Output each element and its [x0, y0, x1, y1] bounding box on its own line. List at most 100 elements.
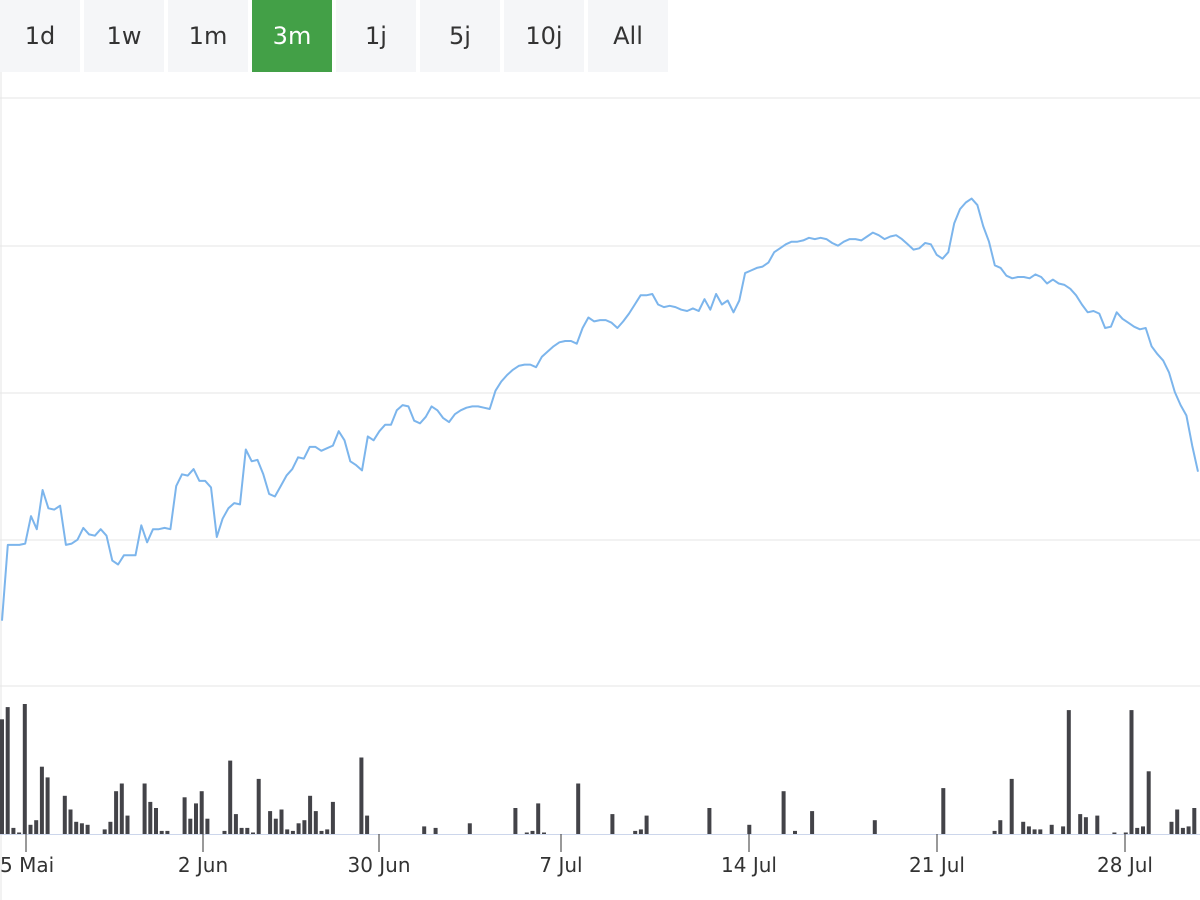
volume-bar	[781, 791, 786, 834]
volume-bar	[313, 811, 318, 834]
volume-bar	[5, 707, 10, 834]
volume-bars	[0, 704, 1200, 835]
volume-bar	[108, 821, 113, 834]
volume-bar	[11, 827, 16, 834]
price-line	[1, 197, 1199, 621]
x-axis: 5 Mai 2 Jun 30 Jun 7 Jul 14 Jul 21 Jul 28 Jul	[0, 834, 1153, 877]
volume-bar	[1141, 826, 1145, 834]
volume-bar	[524, 832, 529, 834]
volume-bar	[279, 809, 284, 834]
volume-bar	[45, 777, 50, 834]
volume-bar	[330, 801, 335, 834]
x-tick-label: 7 Jul	[539, 853, 582, 877]
volume-bar	[1123, 832, 1128, 834]
volume-bar	[256, 778, 261, 834]
volume-bar	[1095, 815, 1100, 834]
volume-bar	[251, 832, 255, 834]
volume-bar	[228, 760, 233, 834]
volume-bar	[188, 818, 193, 834]
volume-bar	[1009, 778, 1014, 834]
range-button-All[interactable]: All	[588, 0, 668, 72]
volume-bar	[296, 823, 301, 834]
volume-bar	[119, 783, 124, 834]
volume-bar	[1169, 821, 1174, 834]
volume-bar	[610, 814, 615, 834]
volume-bar	[17, 832, 22, 834]
volume-bar	[273, 818, 278, 834]
volume-bar	[148, 801, 153, 834]
volume-bar	[1038, 829, 1043, 834]
volume-bar	[1083, 817, 1088, 834]
volume-bar	[1175, 809, 1180, 834]
volume-bar	[39, 766, 44, 834]
volume-bar	[114, 791, 119, 834]
volume-bar	[1021, 821, 1026, 834]
volume-bar	[998, 820, 1003, 834]
volume-bar	[142, 783, 147, 834]
range-button-1d[interactable]: 1d	[0, 0, 80, 72]
volume-bar	[530, 830, 535, 834]
volume-bar	[85, 824, 90, 834]
volume-bar	[239, 827, 244, 834]
range-button-1j[interactable]: 1j	[336, 0, 416, 72]
volume-bar	[1026, 826, 1031, 834]
volume-bar	[222, 830, 227, 834]
volume-bar	[1061, 826, 1066, 834]
x-tick-label: 14 Jul	[721, 853, 777, 877]
volume-bar	[205, 818, 210, 834]
volume-bar	[0, 719, 4, 834]
volume-bar	[810, 811, 815, 834]
volume-bar	[102, 829, 107, 834]
x-tick-label: 2 Jun	[178, 853, 228, 877]
volume-bar	[793, 830, 797, 834]
volume-bar	[513, 808, 518, 834]
volume-bar	[872, 820, 877, 834]
volume-bar	[941, 788, 946, 834]
volume-bar	[302, 820, 307, 834]
volume-bar	[62, 795, 67, 834]
volume-bar	[233, 814, 238, 834]
volume-bar	[1180, 827, 1185, 834]
range-button-1w[interactable]: 1w	[84, 0, 164, 72]
volume-bar	[79, 823, 84, 834]
range-button-3m[interactable]: 3m	[252, 0, 332, 72]
volume-bar	[165, 830, 170, 834]
volume-bar	[638, 829, 643, 834]
volume-bar	[1186, 826, 1191, 834]
volume-bar	[992, 830, 997, 834]
x-tick-label: 28 Jul	[1097, 853, 1153, 877]
range-button-10j[interactable]: 10j	[504, 0, 584, 72]
volume-bar	[1135, 827, 1140, 834]
volume-bar	[433, 827, 438, 834]
volume-bar	[308, 795, 313, 834]
volume-bar	[68, 809, 73, 834]
range-button-1m[interactable]: 1m	[168, 0, 248, 72]
volume-bar	[707, 808, 712, 834]
volume-bar	[159, 830, 164, 834]
range-selector: 1d 1w 1m 3m 1j 5j 10j All	[0, 0, 668, 72]
volume-bar	[359, 757, 364, 834]
range-button-5j[interactable]: 5j	[420, 0, 500, 72]
volume-bar	[536, 803, 541, 834]
volume-bar	[747, 824, 752, 834]
volume-bar	[290, 830, 295, 834]
volume-bar	[1129, 710, 1134, 834]
volume-bar	[1049, 824, 1054, 834]
volume-bar	[325, 829, 330, 834]
volume-bar	[194, 803, 198, 834]
volume-bar	[125, 815, 130, 834]
volume-bar	[1192, 808, 1197, 834]
volume-bar	[268, 811, 273, 834]
volume-bar	[74, 821, 79, 834]
volume-bar	[154, 808, 158, 834]
x-tick-label: 5 Mai	[0, 853, 54, 877]
x-tick-label: 21 Jul	[909, 853, 965, 877]
volume-bar	[285, 829, 290, 834]
volume-bar	[633, 830, 638, 834]
volume-bar	[34, 820, 39, 834]
volume-bar	[199, 791, 204, 834]
volume-bar	[1112, 832, 1117, 834]
volume-bar	[1146, 771, 1151, 834]
volume-bar	[542, 832, 546, 834]
